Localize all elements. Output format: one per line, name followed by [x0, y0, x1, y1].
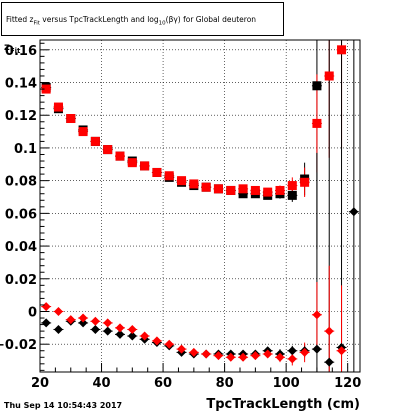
data-point-square: [287, 181, 297, 191]
data-point-square: [287, 190, 297, 200]
marker-layer: [41, 45, 359, 367]
data-point-diamond: [275, 352, 285, 362]
data-point-diamond: [103, 318, 113, 328]
data-point-diamond: [312, 310, 322, 320]
data-point-diamond: [287, 346, 297, 356]
data-point-square: [324, 71, 334, 81]
y-tick-label: 0.02: [5, 273, 37, 288]
data-point-square: [213, 184, 223, 194]
data-point-diamond: [189, 347, 199, 357]
data-point-diamond: [115, 323, 125, 333]
x-tick-label: 60: [154, 376, 172, 391]
data-point-diamond: [226, 352, 236, 362]
data-point-diamond: [53, 324, 63, 334]
y-tick-label: 0: [28, 305, 37, 320]
chart-title: Fitted zFit versus TpcTrackLength and lo…: [6, 15, 257, 27]
y-tick-label: 0.16: [5, 44, 37, 59]
data-point-square: [140, 161, 150, 171]
data-point-square: [127, 158, 137, 168]
grid-layer: [40, 40, 360, 372]
data-point-diamond: [103, 326, 113, 336]
data-point-diamond: [140, 331, 150, 341]
x-tick-label: 100: [273, 376, 300, 391]
y-tick-label: 0.06: [5, 207, 37, 222]
x-tick-label: 20: [31, 376, 49, 391]
data-point-diamond: [250, 351, 260, 361]
data-point-diamond: [312, 344, 322, 354]
axis-layer: 20 40 60 80 100 120 −0.02 0 0.02 0.04 0.06 0.08 0.1 0…: [0, 42, 361, 391]
data-point-square: [312, 118, 322, 128]
data-point-diamond: [41, 318, 51, 328]
plot-frame: [39, 39, 361, 373]
data-point-square: [90, 136, 100, 146]
data-point-diamond: [78, 313, 88, 323]
data-point-diamond: [152, 336, 162, 346]
y-tick-label: −0.02: [0, 338, 37, 353]
data-point-diamond: [90, 324, 100, 334]
data-point-square: [66, 114, 76, 124]
x-tick-label: 80: [216, 376, 234, 391]
timestamp: Thu Sep 14 10:54:43 2017: [4, 401, 123, 410]
data-point-diamond: [300, 347, 310, 357]
data-point-diamond: [41, 302, 51, 312]
data-point-diamond: [90, 316, 100, 326]
data-point-square: [250, 185, 260, 195]
data-point-diamond: [324, 326, 334, 336]
y-tick-label: 0.04: [5, 240, 37, 255]
data-point-square: [300, 177, 310, 187]
data-point-diamond: [78, 318, 88, 328]
data-point-square: [164, 171, 174, 181]
data-point-square: [78, 127, 88, 137]
data-point-square: [177, 176, 187, 186]
y-axis-label: zFit: [4, 42, 21, 55]
x-tick-label: 40: [92, 376, 110, 391]
y-tick-label: 0.1: [14, 142, 37, 157]
data-point-diamond: [287, 354, 297, 364]
data-point-diamond: [324, 357, 334, 367]
data-point-diamond: [337, 346, 347, 356]
y-tick-label: 0.08: [5, 175, 37, 190]
data-point-diamond: [115, 329, 125, 339]
data-point-diamond: [127, 324, 137, 334]
data-point-square: [115, 151, 125, 161]
data-point-diamond: [213, 351, 223, 361]
data-point-square: [226, 185, 236, 195]
data-point-square: [103, 145, 113, 155]
errorbar-layer: [41, 40, 359, 372]
title-box: Fitted zFit versus TpcTrackLength and lo…: [1, 2, 284, 36]
data-point-square: [312, 81, 322, 91]
data-point-diamond: [201, 349, 211, 359]
data-point-diamond: [177, 344, 187, 354]
data-point-diamond: [164, 339, 174, 349]
x-tick-label: 120: [334, 376, 361, 391]
data-point-square: [152, 167, 162, 177]
data-point-square: [189, 179, 199, 189]
data-point-diamond: [263, 349, 273, 359]
y-tick-label: 0.12: [5, 109, 37, 124]
data-point-diamond: [53, 306, 63, 316]
data-point-diamond: [66, 315, 76, 325]
data-point-square: [337, 45, 347, 55]
data-point-diamond: [127, 331, 137, 341]
data-point-square: [201, 182, 211, 192]
data-point-diamond: [238, 352, 248, 362]
data-point-square: [41, 84, 51, 94]
data-point-diamond: [349, 207, 359, 217]
data-point-square: [263, 187, 273, 197]
data-point-square: [238, 189, 248, 199]
data-point-square: [275, 185, 285, 195]
y-tick-label: 0.14: [5, 77, 37, 92]
data-point-square: [238, 184, 248, 194]
data-point-square: [53, 102, 63, 112]
x-axis-label: TpcTrackLength (cm): [206, 397, 360, 412]
